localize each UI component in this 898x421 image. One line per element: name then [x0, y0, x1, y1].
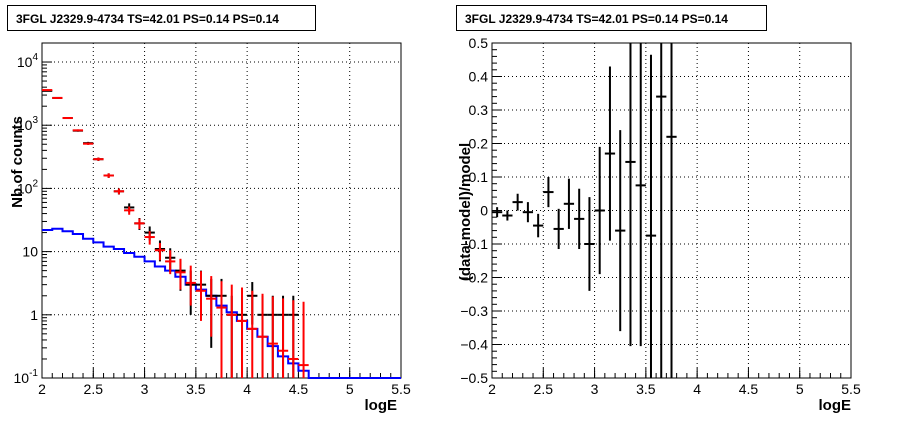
counts-model-point	[83, 142, 94, 145]
residual-data-point	[512, 193, 523, 211]
counts-y-tick-label: 102	[17, 178, 39, 196]
counts-x-tick-label: 2.5	[84, 381, 104, 397]
residual-data-point	[502, 210, 513, 221]
counts-y-tick-label: 103	[17, 115, 39, 133]
counts-marks	[42, 89, 401, 379]
counts-x-tick-label: 5.5	[391, 381, 411, 397]
residual-y-tick-label: 0.2	[469, 136, 489, 152]
counts-model-point	[247, 290, 258, 378]
residual-chart-title: 3FGL J2329.9-4734 TS=42.01 PS=0.14 PS=0.…	[456, 5, 767, 31]
residual-x-tick-label: 2.5	[534, 381, 554, 397]
counts-x-tick-label: 4	[243, 381, 251, 397]
residual-x-tick-label: 3	[591, 381, 599, 397]
counts-x-ticks: 2 2.5 3 3.5 4 4.5 5 5.5	[38, 368, 411, 397]
residual-y-tick-label: 0.1	[469, 169, 489, 185]
counts-model-point	[93, 157, 104, 161]
counts-model-point	[144, 231, 155, 245]
residual-x-tick-label: 4.5	[739, 381, 759, 397]
residual-x-axis-label: logE	[819, 397, 852, 414]
residual-x-tick-label: 4	[693, 381, 701, 397]
counts-x-tick-label: 4.5	[289, 381, 309, 397]
counts-model-point	[298, 301, 309, 378]
counts-chart-title: 3FGL J2329.9-4734 TS=42.01 PS=0.14 PS=0.…	[7, 5, 316, 31]
residual-data-point	[533, 213, 544, 238]
residual-x-tick-label: 5	[796, 381, 804, 397]
residual-x-tick-label: 5.5	[841, 381, 861, 397]
residual-y-tick-label: −0.4	[460, 337, 488, 353]
residual-y-axis-label: (data-model)/model	[457, 143, 474, 281]
counts-y-tick-label: 10-1	[14, 368, 39, 386]
counts-model-point	[206, 276, 217, 337]
counts-x-tick-label: 5	[346, 381, 354, 397]
counts-model-point	[267, 296, 278, 378]
residual-y-tick-label: −0.2	[460, 270, 488, 286]
residual-x-tick-label: 2	[488, 381, 496, 397]
residual-x-tick-label: 3.5	[636, 381, 656, 397]
counts-model-point	[72, 129, 84, 132]
residual-data-point	[635, 43, 646, 347]
residual-data-point	[584, 197, 595, 291]
counts-model-point	[103, 173, 114, 178]
residual-y-ticks: 0.5 0.4 0.3 0.2 0.1 0 −0.1 −0.2 −0.3 −0.4 −0.5	[460, 35, 502, 386]
residual-data-point	[666, 43, 677, 378]
residual-data-point	[553, 208, 564, 250]
residual-data-point	[615, 130, 626, 332]
counts-model-point	[124, 206, 135, 215]
residual-panel: 2 2.5 3 3.5 4 4.5 5 5.5 0.5 0.4 0.3 0.2 0.1 0 −0.1 −0.…	[457, 35, 861, 414]
counts-model-point	[257, 293, 268, 378]
residual-data-point	[563, 178, 575, 229]
residual-data-point	[594, 146, 605, 275]
residual-data-point	[522, 202, 534, 223]
counts-x-tick-label: 3.5	[186, 381, 206, 397]
counts-model-point	[52, 96, 63, 99]
residual-data-point	[574, 188, 585, 250]
residual-x-ticks: 2 2.5 3 3.5 4 4.5 5 5.5	[488, 368, 861, 397]
counts-y-tick-label: 10	[22, 244, 38, 260]
residual-marks	[492, 43, 677, 378]
residual-y-tick-label: −0.5	[460, 370, 488, 386]
counts-model-point	[154, 242, 166, 261]
residual-data-point	[656, 43, 667, 378]
counts-x-tick-label: 2	[38, 381, 46, 397]
counts-model-point	[216, 281, 227, 378]
counts-model-point	[175, 258, 186, 290]
counts-model-point	[165, 250, 176, 275]
residual-data-point	[492, 207, 503, 218]
counts-x-axis-label: logE	[365, 397, 398, 414]
counts-model-point	[236, 287, 248, 378]
counts-x-tick-label: 3	[141, 381, 149, 397]
counts-y-tick-label: 1	[30, 307, 38, 323]
residual-data-point	[604, 66, 616, 241]
counts-model-point	[226, 284, 237, 378]
counts-y-tick-label: 104	[17, 52, 39, 70]
residual-data-point	[645, 54, 657, 378]
counts-model-point	[62, 117, 73, 120]
residual-y-tick-label: 0.3	[469, 102, 489, 118]
counts-model-point	[277, 298, 289, 378]
counts-model-point	[288, 300, 299, 378]
residual-y-tick-label: −0.1	[460, 236, 488, 252]
residual-data-point	[543, 177, 554, 208]
residual-y-tick-label: 0	[480, 203, 488, 219]
residual-y-tick-label: 0.4	[469, 69, 489, 85]
residual-data-point	[625, 43, 636, 347]
counts-model-point	[195, 271, 207, 321]
counts-model-point	[134, 218, 145, 230]
residual-y-tick-label: −0.3	[460, 303, 488, 319]
counts-y-axis-label: Nb of counts	[9, 116, 26, 208]
counts-model-point	[113, 188, 125, 195]
residual-y-tick-label: 0.5	[469, 35, 489, 51]
counts-model-point	[42, 89, 53, 92]
counts-model-point	[185, 265, 196, 306]
